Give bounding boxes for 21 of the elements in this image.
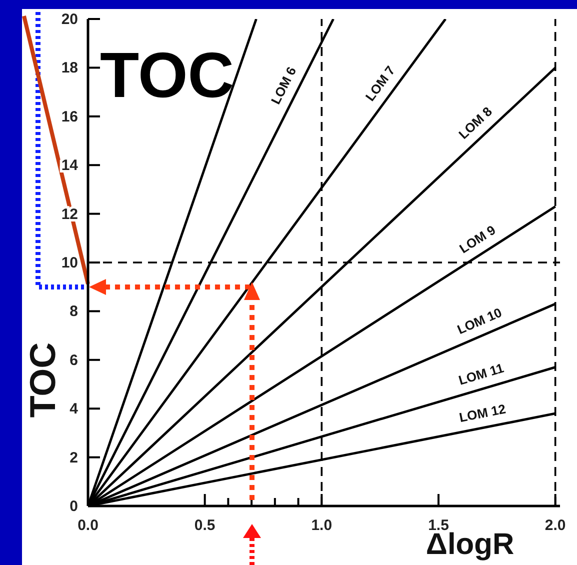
chart-title: TOC (100, 39, 234, 111)
y-tick-label: 14 (61, 157, 79, 174)
y-tick-label: 0 (70, 498, 78, 515)
x-tick-label: 0.0 (78, 517, 98, 534)
x-tick-label: 1.0 (311, 517, 332, 534)
x-tick-label: 2.0 (544, 517, 566, 534)
text: LOM 12 (458, 401, 507, 426)
y-tick-label: 18 (61, 60, 78, 77)
text: LOM 6 (268, 64, 300, 107)
text: LOM 10 (454, 304, 504, 338)
y-axis-title: TOC (22, 342, 63, 418)
y-tick-label: 10 (61, 254, 78, 272)
x-tick-label: 1.5 (428, 517, 449, 534)
y-tick-label: 2 (70, 449, 78, 466)
y-tick-label: 4 (70, 400, 79, 418)
y-tick-label: 6 (70, 352, 78, 369)
y-tick-label: 20 (61, 11, 78, 28)
y-tick-label: 8 (70, 303, 78, 320)
y-tick-label: 16 (61, 108, 78, 126)
x-tick-label: 0.5 (194, 517, 216, 534)
text: LOM 11 (456, 360, 506, 388)
